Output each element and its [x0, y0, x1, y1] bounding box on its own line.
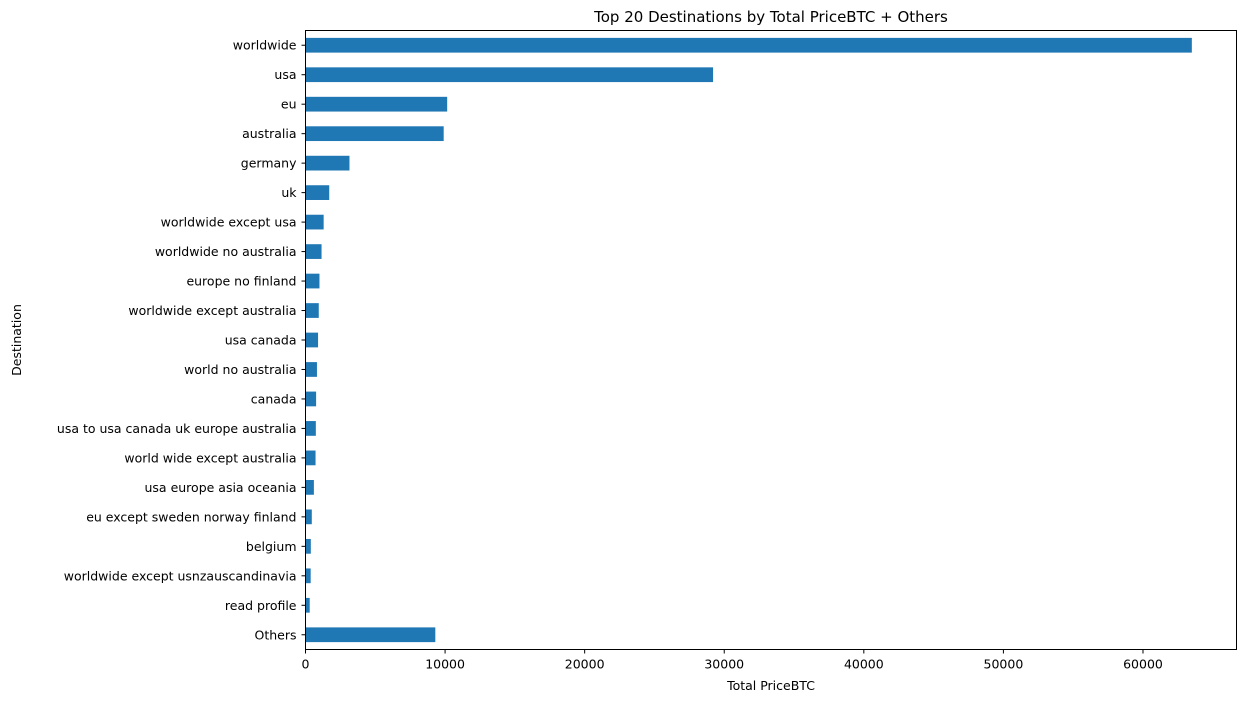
bar [305, 214, 324, 230]
y-tick-label: usa [274, 67, 296, 82]
x-tick-label: 10000 [425, 657, 465, 672]
y-tick-label: australia [242, 126, 296, 141]
y-tick-label: eu [281, 97, 297, 112]
bar [305, 450, 316, 466]
y-tick-label: usa to usa canada uk europe australia [57, 421, 297, 436]
x-tick-label: 40000 [844, 657, 884, 672]
bar [305, 273, 320, 289]
plot-frame [305, 30, 1237, 650]
bar-group [305, 37, 1192, 643]
y-tick-label: eu except sweden norway finland [86, 509, 296, 524]
x-tick-label: 50000 [984, 657, 1024, 672]
y-tick-label: usa canada [225, 333, 297, 348]
x-tick-label: 30000 [704, 657, 744, 672]
bar [305, 509, 312, 525]
bar [305, 391, 317, 407]
y-tick-label: uk [281, 185, 297, 200]
y-tick-label: read profile [225, 598, 297, 613]
x-axis-label: Total PriceBTC [726, 678, 815, 693]
y-axis-ticks: worldwide usa eu australia germany uk worldwid… [57, 38, 306, 642]
bar [305, 244, 322, 259]
bar [305, 480, 314, 495]
x-tick-label: 0 [302, 657, 310, 672]
y-tick-label: worldwide except usa [161, 215, 297, 230]
y-tick-label: canada [251, 391, 297, 406]
bar [305, 362, 317, 377]
x-axis-ticks: 0 10000 20000 30000 40000 50000 60000 [302, 649, 1163, 672]
y-tick-label: world no australia [184, 362, 296, 377]
y-tick-label: Others [254, 627, 296, 642]
y-tick-label: belgium [246, 539, 297, 554]
bar [305, 126, 444, 142]
bar [305, 303, 319, 318]
bar [305, 37, 1192, 53]
bar [305, 568, 311, 584]
bar [305, 597, 310, 613]
bar [305, 185, 330, 200]
y-tick-label: europe no finland [186, 274, 296, 289]
y-tick-label: worldwide except usnzauscandinavia [64, 568, 297, 583]
bar [305, 421, 316, 436]
y-axis-label: Destination [9, 304, 24, 376]
bar [305, 96, 448, 112]
x-tick-label: 20000 [565, 657, 605, 672]
bar [305, 67, 714, 83]
y-tick-label: germany [241, 156, 297, 171]
x-tick-label: 60000 [1123, 657, 1163, 672]
y-tick-label: worldwide except australia [128, 303, 296, 318]
y-tick-label: worldwide [233, 38, 297, 53]
y-tick-label: world wide except australia [124, 450, 296, 465]
bar [305, 538, 311, 554]
y-tick-label: worldwide no australia [155, 244, 297, 259]
y-tick-label: usa europe asia oceania [145, 480, 297, 495]
chart-title: Top 20 Destinations by Total PriceBTC + … [593, 8, 948, 26]
bar [305, 627, 436, 643]
bar [305, 332, 319, 348]
bar [305, 155, 350, 171]
